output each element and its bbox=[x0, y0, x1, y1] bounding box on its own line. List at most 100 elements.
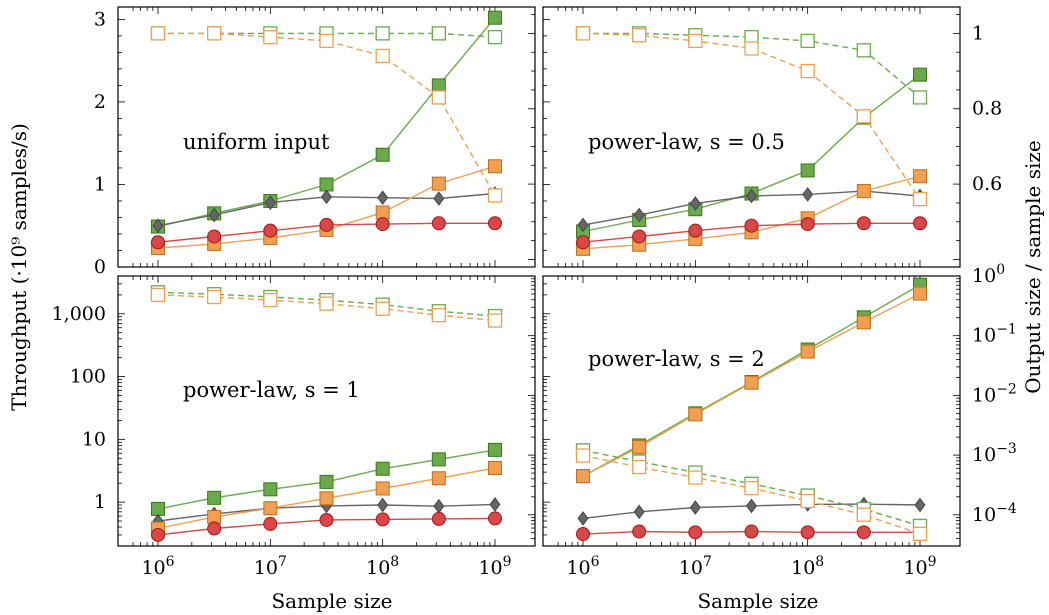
series-circle-d84848 bbox=[576, 216, 927, 250]
series-open-square-6aaa4c bbox=[575, 26, 928, 105]
series-circle-d84848 bbox=[576, 524, 927, 542]
y-tick-label: 1 bbox=[94, 491, 106, 513]
data-point bbox=[632, 459, 647, 475]
data-point bbox=[744, 375, 759, 390]
data-point bbox=[319, 512, 334, 527]
data-point bbox=[633, 207, 645, 223]
data-point bbox=[489, 497, 501, 512]
data-point bbox=[688, 407, 703, 422]
data-point bbox=[744, 41, 759, 56]
panel-top-right: 0.6 0.8 1 power-law, s = 0.5 bbox=[542, 6, 1002, 268]
data-point bbox=[207, 521, 222, 536]
panel-annotation: power-law, s = 2 bbox=[588, 347, 765, 371]
series-square-f0a050 bbox=[576, 286, 927, 484]
data-point bbox=[856, 507, 871, 522]
data-point bbox=[856, 43, 871, 58]
y-tick-label: 3 bbox=[94, 8, 106, 30]
data-point bbox=[487, 29, 503, 45]
data-point bbox=[375, 147, 390, 162]
data-point bbox=[744, 524, 759, 539]
data-point bbox=[856, 315, 871, 330]
data-point bbox=[431, 216, 446, 231]
data-point bbox=[319, 491, 334, 506]
data-point bbox=[688, 525, 703, 540]
data-point bbox=[576, 235, 590, 250]
data-point bbox=[150, 26, 166, 41]
data-point bbox=[688, 470, 703, 485]
data-point bbox=[263, 292, 278, 308]
data-point bbox=[744, 480, 759, 496]
data-point bbox=[487, 188, 503, 203]
data-point bbox=[207, 229, 222, 244]
data-point bbox=[151, 501, 165, 516]
x-tick-label: 109 bbox=[478, 554, 511, 579]
x-tick-label: 106 bbox=[141, 554, 174, 579]
data-point bbox=[433, 498, 445, 514]
data-point bbox=[488, 442, 502, 457]
y-tick-label: 2 bbox=[94, 91, 106, 113]
y-tick-label: 1 bbox=[94, 173, 106, 195]
data-point bbox=[375, 461, 390, 476]
y2-tick-label: 100 bbox=[972, 262, 1005, 287]
series-circle-d84848 bbox=[151, 511, 502, 542]
data-point bbox=[632, 440, 647, 455]
panel-annotation: power-law, s = 1 bbox=[183, 378, 360, 402]
data-point bbox=[263, 29, 278, 45]
y2-tick-label: 10−3 bbox=[972, 441, 1017, 466]
data-point bbox=[488, 216, 502, 231]
y2-tick-label: 0.6 bbox=[972, 173, 1002, 195]
data-point bbox=[431, 471, 446, 486]
data-point bbox=[689, 196, 701, 211]
data-point bbox=[632, 229, 647, 244]
data-point bbox=[912, 192, 928, 207]
y2-tick-label: 1 bbox=[972, 22, 984, 44]
data-point bbox=[431, 452, 446, 467]
data-point bbox=[800, 217, 815, 232]
data-point bbox=[151, 235, 165, 250]
data-point bbox=[319, 33, 334, 49]
data-point bbox=[913, 67, 927, 82]
x-tick-label: 108 bbox=[366, 554, 399, 579]
series-circle-d84848 bbox=[151, 216, 502, 250]
y-axis-label-right: Output size / sample size bbox=[1021, 140, 1045, 393]
data-point bbox=[632, 28, 647, 43]
data-point bbox=[576, 469, 590, 484]
data-point bbox=[431, 90, 446, 105]
data-point bbox=[263, 223, 278, 238]
data-point bbox=[800, 33, 815, 49]
y-tick-label: 100 bbox=[70, 366, 106, 388]
series-open-square-f0a050 bbox=[575, 26, 928, 207]
x-axis-label-right: Sample size bbox=[697, 589, 818, 613]
data-point bbox=[319, 296, 334, 311]
data-point bbox=[263, 516, 278, 531]
data-point bbox=[488, 511, 502, 526]
data-point bbox=[207, 26, 222, 41]
data-point bbox=[319, 474, 334, 489]
x-axis-label-left: Sample size bbox=[271, 589, 392, 613]
data-point bbox=[488, 159, 502, 174]
data-point bbox=[577, 217, 589, 233]
series-square-f0a050 bbox=[151, 159, 502, 256]
data-point bbox=[746, 498, 757, 514]
data-point bbox=[800, 344, 815, 359]
data-point bbox=[152, 218, 164, 234]
data-point bbox=[913, 216, 927, 231]
series-line bbox=[158, 32, 496, 196]
y-tick-label: 0 bbox=[94, 256, 106, 278]
data-point bbox=[431, 26, 446, 41]
series-square-f0a050 bbox=[576, 169, 927, 256]
data-point bbox=[913, 169, 927, 184]
data-point bbox=[488, 460, 502, 475]
data-point bbox=[375, 48, 390, 64]
x-tick-label: 107 bbox=[679, 554, 712, 579]
data-point bbox=[375, 512, 390, 527]
data-point bbox=[375, 301, 390, 316]
data-point bbox=[800, 525, 815, 540]
y2-tick-label: 10−1 bbox=[972, 322, 1017, 347]
y-axis-label-left: Throughput (·10⁹ samples/s) bbox=[7, 123, 31, 411]
data-point bbox=[263, 501, 278, 516]
y2-tick-label: 10−2 bbox=[972, 381, 1017, 406]
y2-tick-label: 10−4 bbox=[972, 501, 1017, 526]
data-point bbox=[375, 205, 390, 220]
